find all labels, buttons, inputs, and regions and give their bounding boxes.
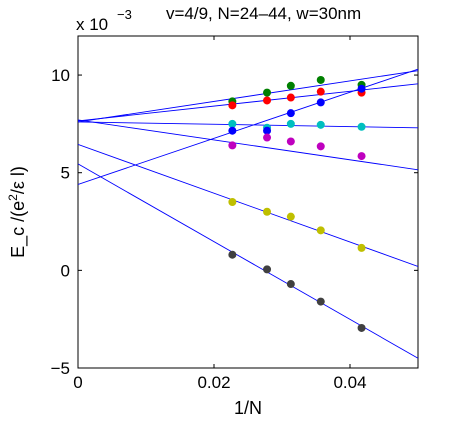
data-point-s5-3 bbox=[286, 137, 295, 146]
data-point-s6-5 bbox=[357, 243, 366, 252]
x-tick-label: 0 bbox=[73, 373, 82, 392]
data-point-s3-1 bbox=[228, 119, 237, 128]
data-point-s2-2 bbox=[263, 96, 272, 105]
y-axis-ticks: −5 0 5 10 bbox=[51, 66, 418, 378]
data-point-s4-2 bbox=[263, 126, 272, 135]
data-point-s7-1 bbox=[228, 250, 237, 259]
chart-title: v=4/9, N=24–44, w=30nm bbox=[166, 4, 361, 23]
data-point-s1-2 bbox=[263, 88, 272, 97]
data-point-s7-2 bbox=[263, 265, 272, 274]
data-point-s7-3 bbox=[286, 280, 295, 289]
x-tick-label: 0.04 bbox=[333, 373, 366, 392]
data-point-s6-1 bbox=[228, 198, 237, 206]
y-tick-label: 0 bbox=[61, 261, 70, 280]
data-point-s5-2 bbox=[263, 133, 272, 142]
y-tick-label: 10 bbox=[51, 66, 70, 85]
data-point-s2-1 bbox=[228, 101, 237, 110]
data-point-s4-3 bbox=[286, 109, 295, 118]
x-axis-ticks: 0 0.02 0.04 bbox=[73, 36, 367, 392]
data-point-s1-4 bbox=[316, 75, 325, 84]
x-axis-label: 1/N bbox=[234, 398, 262, 418]
data-point-s4-5 bbox=[357, 84, 366, 93]
y-multiplier-label: x 10 bbox=[76, 15, 108, 34]
data-point-s6-4 bbox=[316, 226, 325, 235]
y-tick-label: 5 bbox=[61, 164, 70, 183]
x-tick-label: 0.02 bbox=[197, 373, 230, 392]
plot-frame bbox=[77, 35, 419, 369]
data-point-s6-2 bbox=[263, 207, 272, 216]
y-tick-label: −5 bbox=[51, 359, 70, 378]
fit-line-1 bbox=[78, 70, 418, 123]
y-axis-label: E_c /(e2/ε l) bbox=[6, 166, 29, 258]
fit-line-5 bbox=[78, 119, 418, 171]
data-points bbox=[228, 75, 366, 332]
data-point-s3-3 bbox=[286, 119, 295, 128]
data-point-s4-1 bbox=[228, 126, 237, 135]
data-point-s7-5 bbox=[357, 323, 366, 332]
data-point-s3-4 bbox=[316, 120, 325, 129]
data-point-s7-4 bbox=[316, 297, 325, 306]
data-point-s3-5 bbox=[357, 122, 366, 131]
data-point-s5-1 bbox=[228, 141, 237, 150]
data-point-s5-4 bbox=[316, 142, 325, 151]
y-multiplier-exponent: −3 bbox=[117, 7, 132, 22]
data-point-s5-5 bbox=[357, 152, 366, 161]
data-point-s2-3 bbox=[286, 93, 295, 102]
data-point-s6-3 bbox=[286, 212, 295, 221]
data-point-s2-4 bbox=[316, 87, 325, 96]
data-point-s4-4 bbox=[316, 98, 325, 107]
data-point-s1-3 bbox=[286, 81, 295, 90]
fit-lines bbox=[78, 68, 418, 359]
